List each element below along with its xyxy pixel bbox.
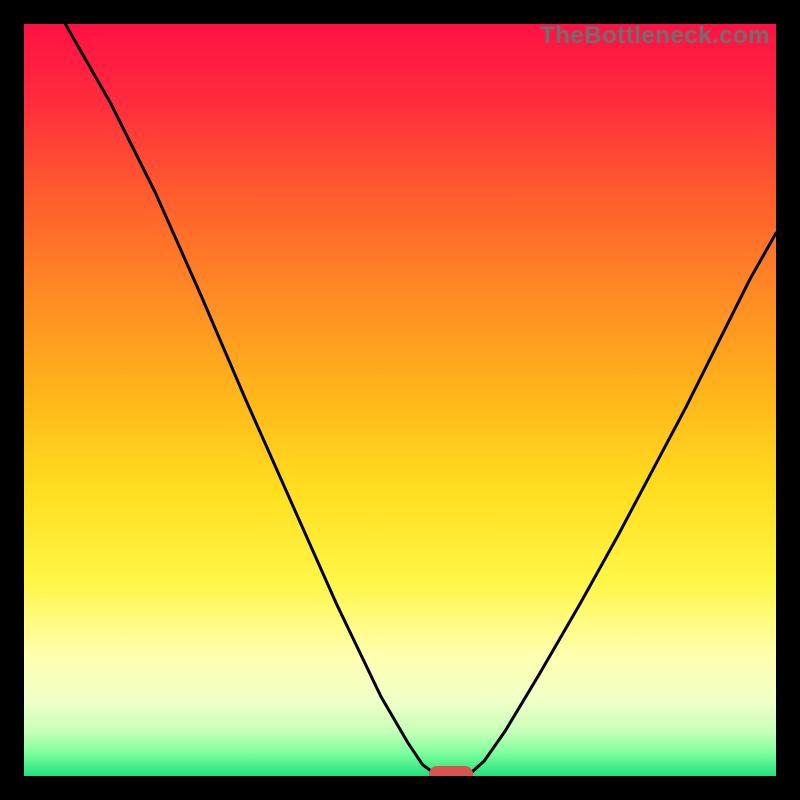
- bottleneck-curve: [24, 24, 776, 776]
- optimum-marker: [429, 766, 473, 776]
- chart-frame: TheBottleneck.com: [0, 0, 800, 800]
- plot-area: TheBottleneck.com: [24, 24, 776, 776]
- watermark-text: TheBottleneck.com: [540, 24, 770, 50]
